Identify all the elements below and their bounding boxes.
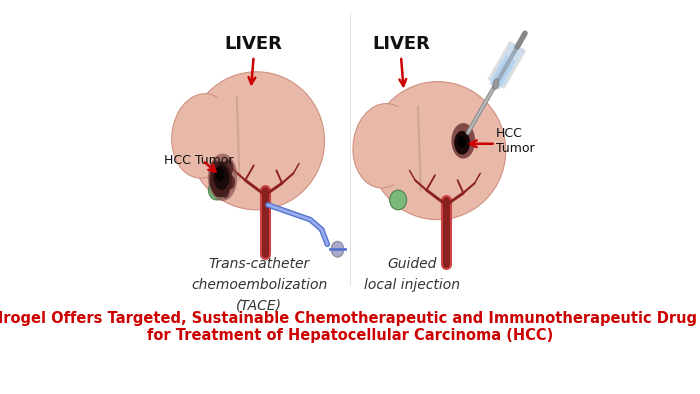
Ellipse shape — [213, 181, 223, 197]
Ellipse shape — [390, 190, 407, 210]
Ellipse shape — [384, 106, 440, 195]
Ellipse shape — [331, 242, 344, 257]
Ellipse shape — [210, 160, 221, 178]
Ellipse shape — [458, 136, 466, 148]
Text: HCC Tumor: HCC Tumor — [164, 154, 234, 167]
Ellipse shape — [215, 167, 224, 181]
Ellipse shape — [203, 97, 260, 185]
Text: HCC
Tumor: HCC Tumor — [496, 127, 534, 155]
Ellipse shape — [370, 82, 505, 220]
Ellipse shape — [372, 101, 497, 160]
Ellipse shape — [209, 180, 225, 200]
Ellipse shape — [208, 154, 237, 201]
Text: LIVER: LIVER — [225, 35, 283, 53]
Text: for Treatment of Hepatocellular Carcinoma (HCC): for Treatment of Hepatocellular Carcinom… — [147, 328, 553, 343]
Ellipse shape — [214, 164, 230, 190]
Ellipse shape — [209, 175, 218, 189]
Ellipse shape — [188, 72, 325, 210]
Ellipse shape — [353, 104, 415, 188]
Ellipse shape — [226, 175, 235, 189]
Text: New Hydrogel Offers Targeted, Sustainable Chemotherapeutic and Immunotherapeutic: New Hydrogel Offers Targeted, Sustainabl… — [0, 311, 700, 326]
Ellipse shape — [454, 131, 470, 154]
Ellipse shape — [209, 162, 232, 197]
Text: Trans-catheter
chemoembolization
(TACE): Trans-catheter chemoembolization (TACE) — [191, 257, 328, 312]
Text: LIVER: LIVER — [372, 35, 430, 53]
Text: Guided
local injection: Guided local injection — [364, 257, 461, 292]
Ellipse shape — [221, 186, 230, 198]
Ellipse shape — [191, 91, 316, 151]
Ellipse shape — [493, 79, 499, 89]
Ellipse shape — [172, 94, 234, 178]
Ellipse shape — [223, 160, 233, 175]
Ellipse shape — [452, 123, 475, 158]
